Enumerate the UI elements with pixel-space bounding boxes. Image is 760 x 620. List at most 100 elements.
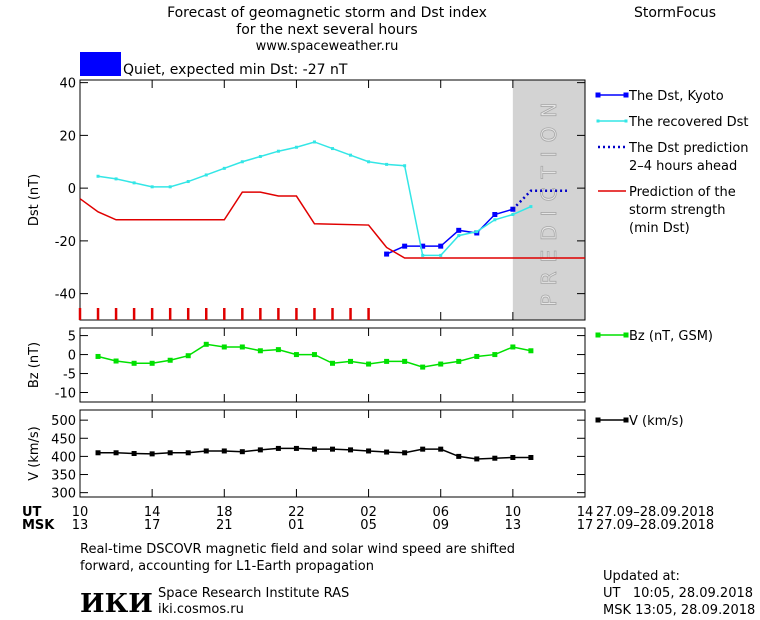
series-point bbox=[402, 243, 408, 249]
series-point bbox=[420, 243, 426, 249]
series-point bbox=[168, 185, 172, 189]
series-point bbox=[456, 453, 462, 459]
series-point bbox=[474, 353, 480, 359]
series-point bbox=[293, 352, 299, 358]
series-point bbox=[132, 181, 136, 185]
series-point bbox=[492, 212, 498, 218]
series-point bbox=[185, 450, 191, 456]
series-point bbox=[185, 353, 191, 359]
note-line: forward, accounting for L1-Earth propaga… bbox=[80, 559, 374, 574]
legend-label: Bz (nT, GSM) bbox=[629, 329, 713, 344]
legend-marker bbox=[595, 332, 601, 338]
series-point bbox=[438, 446, 444, 452]
series-point bbox=[511, 213, 515, 217]
legend-marker bbox=[623, 92, 629, 98]
status-text: Quiet, expected min Dst: -27 nT bbox=[123, 62, 348, 78]
series-point bbox=[348, 447, 354, 453]
series-point bbox=[385, 162, 389, 166]
x-tick-label: 10 bbox=[72, 505, 89, 520]
series-point bbox=[222, 166, 226, 170]
status-swatch bbox=[80, 52, 121, 76]
brand: StormFocus bbox=[634, 5, 716, 21]
series-point bbox=[203, 341, 209, 347]
series-point bbox=[420, 446, 426, 452]
y-tick-label: 300 bbox=[51, 487, 76, 502]
y-tick-label: 0 bbox=[68, 182, 76, 197]
y-axis-label: Bz (nT) bbox=[27, 342, 42, 388]
series-point bbox=[257, 447, 263, 453]
series-point bbox=[240, 160, 244, 164]
series-point bbox=[258, 154, 262, 158]
axis-date: 27.09–28.09.2018 bbox=[596, 518, 714, 533]
series-point bbox=[492, 352, 498, 358]
series-point bbox=[367, 160, 371, 164]
series-point bbox=[114, 177, 118, 181]
series-point bbox=[402, 450, 408, 456]
legend-label: Prediction of the storm strength (min Dst) bbox=[629, 185, 736, 236]
x-tick-label: 13 bbox=[505, 518, 522, 533]
x-tick-label: 22 bbox=[288, 505, 305, 520]
x-tick-label: 05 bbox=[360, 518, 377, 533]
title-line: www.spaceweather.ru bbox=[256, 39, 399, 54]
x-tick-label: 18 bbox=[216, 505, 233, 520]
series-point bbox=[456, 358, 462, 364]
series-point bbox=[96, 174, 100, 178]
series-line bbox=[386, 208, 514, 255]
legend-marker bbox=[595, 417, 601, 423]
x-tick-label: 14 bbox=[577, 505, 594, 520]
series-point bbox=[384, 449, 390, 455]
panel-frame bbox=[79, 79, 586, 321]
series-point bbox=[438, 361, 444, 367]
x-tick-label: 09 bbox=[432, 518, 449, 533]
title-line: Forecast of geomagnetic storm and Dst in… bbox=[167, 5, 487, 21]
series-point bbox=[474, 456, 480, 462]
updated-line: Updated at: bbox=[603, 569, 680, 584]
series-point bbox=[402, 358, 408, 364]
y-tick-label: -10 bbox=[55, 387, 76, 402]
x-tick-label: 21 bbox=[216, 518, 233, 533]
series-point bbox=[349, 153, 353, 157]
series-point bbox=[493, 218, 497, 222]
series-point bbox=[403, 164, 407, 168]
x-tick-label: 10 bbox=[505, 505, 522, 520]
series-line bbox=[97, 141, 532, 257]
series-point bbox=[95, 353, 101, 359]
prediction-band bbox=[512, 80, 585, 320]
x-tick-label: 06 bbox=[432, 505, 449, 520]
series-point bbox=[510, 344, 516, 350]
x-tick-label: 13 bbox=[72, 518, 89, 533]
y-tick-label: -40 bbox=[55, 288, 76, 303]
axis-row-name: MSK bbox=[22, 518, 55, 533]
legend-marker bbox=[623, 417, 629, 423]
series-point bbox=[330, 446, 335, 452]
series-point bbox=[457, 234, 461, 238]
series-point bbox=[131, 451, 137, 456]
series-point bbox=[528, 348, 534, 354]
x-tick-label: 17 bbox=[577, 518, 594, 533]
x-tick-label: 14 bbox=[144, 505, 161, 520]
y-tick-label: 20 bbox=[59, 129, 76, 144]
series-point bbox=[113, 450, 119, 456]
series-point bbox=[149, 360, 155, 366]
note-line: Real-time DSCOVR magnetic field and sola… bbox=[80, 542, 515, 557]
series-point bbox=[131, 360, 137, 366]
series-point bbox=[529, 205, 533, 209]
series-point bbox=[439, 253, 443, 257]
institute: Space Research Institute RAS bbox=[158, 586, 349, 601]
updated-line: UT 10:05, 28.09.2018 bbox=[603, 586, 753, 601]
y-tick-label: 0 bbox=[68, 349, 76, 364]
series-point bbox=[456, 227, 462, 233]
series-point bbox=[167, 357, 173, 363]
panel-frame bbox=[79, 409, 586, 498]
series-point bbox=[186, 180, 190, 184]
series-point bbox=[239, 344, 245, 350]
series-point bbox=[239, 449, 245, 455]
y-tick-label: 40 bbox=[59, 77, 76, 92]
legend-marker bbox=[595, 92, 601, 98]
series-point bbox=[421, 253, 425, 257]
series-point bbox=[221, 344, 227, 350]
series-point bbox=[331, 147, 334, 151]
y-axis-label: Dst (nT) bbox=[27, 174, 42, 226]
